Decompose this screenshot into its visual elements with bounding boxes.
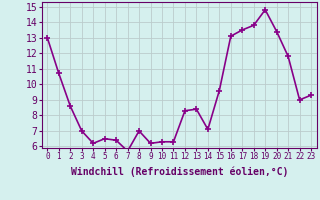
X-axis label: Windchill (Refroidissement éolien,°C): Windchill (Refroidissement éolien,°C) [70,167,288,177]
